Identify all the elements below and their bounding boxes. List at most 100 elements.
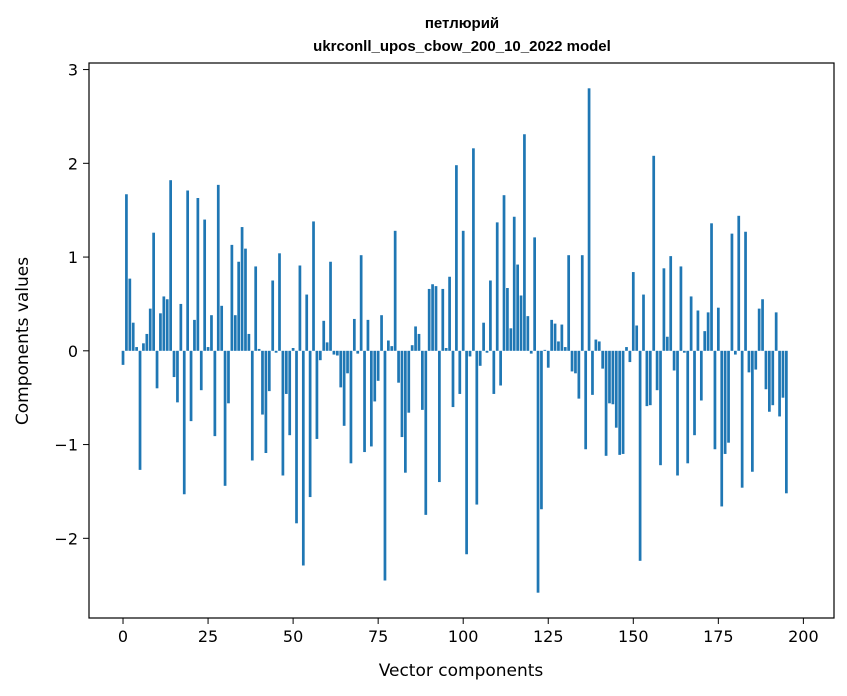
bar-190 xyxy=(768,350,771,412)
bar-118 xyxy=(523,134,526,351)
bar-72 xyxy=(366,319,370,351)
bar-179 xyxy=(730,233,734,351)
bar-188 xyxy=(761,299,764,351)
bar-168 xyxy=(693,350,696,436)
bar-154 xyxy=(645,350,649,407)
plot-frame xyxy=(88,62,835,619)
bar-186 xyxy=(754,350,758,370)
bar-119 xyxy=(526,316,530,351)
y-tick-label-0: −2 xyxy=(54,529,78,548)
bar-140 xyxy=(597,341,601,351)
bar-25 xyxy=(206,347,210,351)
y-tick-label-3: 1 xyxy=(68,248,78,267)
bar-14 xyxy=(169,180,172,351)
bar-172 xyxy=(706,312,710,351)
bar-0 xyxy=(121,350,125,365)
y-tick-label-2: 0 xyxy=(68,342,78,361)
bar-29 xyxy=(220,305,224,351)
bar-30 xyxy=(223,350,227,486)
bar-89 xyxy=(424,350,428,515)
bar-69 xyxy=(356,350,360,354)
bar-98 xyxy=(455,165,458,351)
bar-180 xyxy=(733,350,737,355)
y-tick-label-5: 3 xyxy=(68,61,78,80)
bar-44 xyxy=(271,280,275,351)
bar-12 xyxy=(162,296,166,351)
bar-103 xyxy=(472,148,475,351)
bar-133 xyxy=(574,350,577,374)
bar-91 xyxy=(431,284,434,351)
y-axis-ticks: −2 −1 0 1 2 3 xyxy=(54,61,89,548)
bar-147 xyxy=(621,350,625,454)
bar-162 xyxy=(672,350,676,371)
x-tick-label-150: 150 xyxy=(618,627,649,646)
x-tick-label-50: 50 xyxy=(283,627,303,646)
bar-149 xyxy=(628,350,632,363)
bar-21 xyxy=(193,319,196,351)
bar-87 xyxy=(417,333,421,351)
bar-165 xyxy=(682,350,686,353)
bar-56 xyxy=(312,221,315,351)
bar-128 xyxy=(557,341,560,351)
bar-45 xyxy=(274,350,278,353)
bar-88 xyxy=(421,350,424,410)
bar-60 xyxy=(325,342,329,351)
bar-79 xyxy=(390,346,394,351)
bar-181 xyxy=(737,215,741,351)
bar-183 xyxy=(744,231,747,351)
bar-138 xyxy=(591,350,594,395)
bar-148 xyxy=(625,347,628,351)
bar-111 xyxy=(499,350,502,386)
bar-130 xyxy=(563,347,567,351)
bar-90 xyxy=(427,288,431,351)
bar-52 xyxy=(298,265,302,351)
bar-13 xyxy=(165,299,169,351)
bar-92 xyxy=(434,286,438,351)
bar-83 xyxy=(404,350,407,473)
bar-156 xyxy=(652,155,656,351)
bar-97 xyxy=(451,350,455,408)
x-tick-label-75: 75 xyxy=(368,627,388,646)
bar-174 xyxy=(713,350,717,450)
bar-59 xyxy=(322,320,326,351)
bar-105 xyxy=(478,350,482,366)
y-axis-label: Components values xyxy=(13,257,33,425)
bar-146 xyxy=(618,350,622,455)
bar-36 xyxy=(244,248,247,351)
bar-184 xyxy=(747,350,751,373)
bar-76 xyxy=(380,315,383,351)
bar-125 xyxy=(546,350,550,368)
bar-15 xyxy=(172,350,176,378)
bar-19 xyxy=(186,190,190,351)
bar-53 xyxy=(301,350,305,566)
bar-163 xyxy=(676,350,679,476)
bar-101 xyxy=(465,350,468,555)
bar-158 xyxy=(659,350,662,466)
bar-177 xyxy=(723,350,727,454)
bar-73 xyxy=(369,350,373,447)
x-axis-ticks: 0 25 50 75 100 125 150 175 200 xyxy=(118,618,819,646)
bar-71 xyxy=(363,350,366,453)
y-tick-label-4: 2 xyxy=(68,154,78,173)
bar-169 xyxy=(696,310,700,351)
bar-137 xyxy=(587,88,591,351)
bar-86 xyxy=(414,326,417,351)
bar-157 xyxy=(655,350,659,391)
bar-142 xyxy=(604,350,608,456)
bar-11 xyxy=(159,313,162,351)
bar-164 xyxy=(679,266,683,351)
bar-4 xyxy=(135,347,138,351)
bar-187 xyxy=(757,308,761,351)
bar-55 xyxy=(308,350,312,498)
bar-194 xyxy=(781,350,785,398)
bar-99 xyxy=(458,350,462,394)
bar-176 xyxy=(720,350,724,507)
bar-23 xyxy=(199,350,203,391)
bar-141 xyxy=(601,350,605,369)
bar-35 xyxy=(240,227,244,351)
y-tick-label-1: −1 xyxy=(54,436,78,455)
bar-61 xyxy=(329,261,332,351)
bar-100 xyxy=(461,230,465,351)
bar-37 xyxy=(247,333,251,351)
bar-123 xyxy=(540,350,543,510)
